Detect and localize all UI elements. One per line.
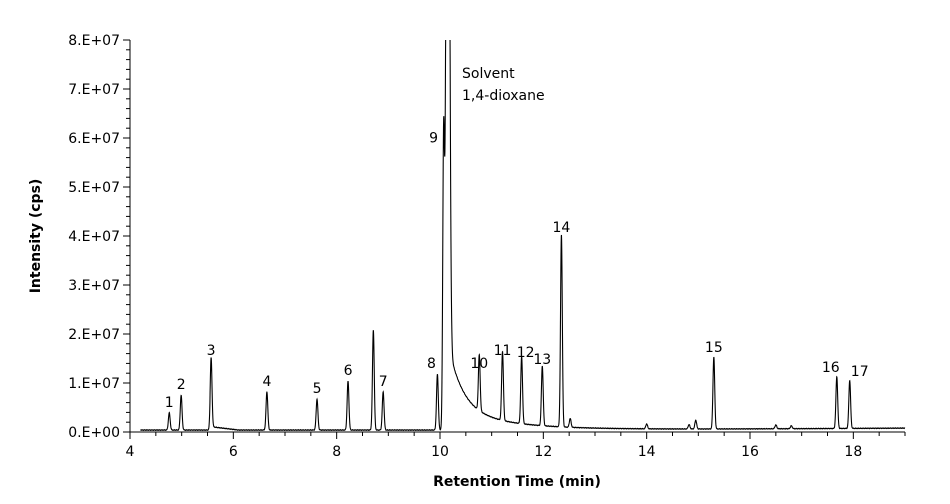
peak-label-13: 13 — [533, 352, 551, 368]
solvent-label-line1: Solvent — [462, 66, 515, 82]
peak-label-1: 1 — [165, 395, 174, 411]
peak-label-5: 5 — [313, 381, 322, 397]
peak-label-8: 8 — [427, 356, 436, 372]
y-tick-label: 4.E+07 — [68, 229, 120, 245]
peak-label-9: 9 — [429, 130, 438, 146]
peak-label-14: 14 — [553, 220, 571, 236]
y-tick-label: 3.E+07 — [68, 278, 120, 294]
peak-label-12: 12 — [517, 345, 535, 361]
x-axis-label: Retention Time (min) — [433, 474, 601, 490]
y-tick-label: 8.E+07 — [68, 33, 120, 49]
x-tick-label: 6 — [229, 444, 238, 460]
x-tick-label: 10 — [431, 444, 449, 460]
y-tick-label: 5.E+07 — [68, 180, 120, 196]
peak-label-17: 17 — [851, 364, 869, 380]
y-tick-label: 6.E+07 — [68, 131, 120, 147]
solvent-label-line2: 1,4-dioxane — [462, 88, 545, 104]
peak-label-3: 3 — [207, 343, 216, 359]
peak-label-16: 16 — [822, 360, 840, 376]
x-tick-label: 12 — [534, 444, 552, 460]
x-tick-label: 4 — [126, 444, 135, 460]
y-axis-ticks: 0.E+00 1.E+07 2.E+07 3.E+07 4.E+07 5.E+07 6.E+… — [68, 33, 130, 441]
y-axis-label: Intensity (cps) — [28, 179, 44, 294]
peak-label-11: 11 — [494, 343, 512, 359]
y-tick-label: 2.E+07 — [68, 327, 120, 343]
x-tick-label: 14 — [638, 444, 656, 460]
x-tick-label: 8 — [332, 444, 341, 460]
chromatogram-trace — [140, 40, 906, 432]
peak-label-4: 4 — [262, 374, 271, 390]
y-tick-label: 1.E+07 — [68, 376, 120, 392]
peak-label-7: 7 — [379, 374, 388, 390]
y-tick-label: 7.E+07 — [68, 82, 120, 98]
peak-label-6: 6 — [344, 363, 353, 379]
x-tick-label: 16 — [741, 444, 759, 460]
peak-label-15: 15 — [705, 340, 723, 356]
x-tick-label: 18 — [844, 444, 862, 460]
peak-label-10: 10 — [470, 356, 488, 372]
peak-label-2: 2 — [177, 377, 186, 393]
y-tick-label: 0.E+00 — [68, 425, 120, 441]
x-axis-ticks: 4 6 8 10 12 14 16 18 — [126, 432, 906, 460]
